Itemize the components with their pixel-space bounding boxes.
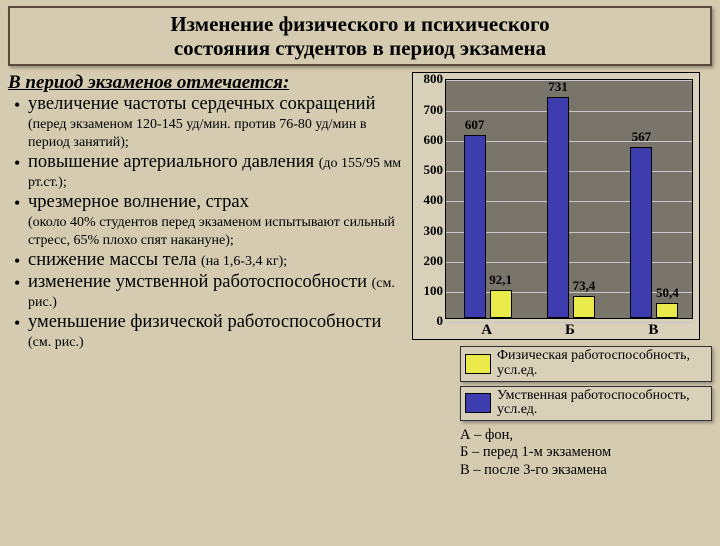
y-tick-label: 0 xyxy=(413,313,443,329)
left-column: В период экзаменов отмечается: увеличени… xyxy=(8,72,406,479)
right-column: 60792,173173,456750,4 010020030040050060… xyxy=(412,72,712,479)
bar-physical xyxy=(656,303,678,318)
bar-value-label: 607 xyxy=(465,117,485,133)
y-tick-label: 300 xyxy=(413,223,443,239)
bar-chart: 60792,173173,456750,4 010020030040050060… xyxy=(412,72,700,340)
swatch-yellow xyxy=(465,354,491,374)
category-key: А – фон, Б – перед 1-м экзаменом В – пос… xyxy=(412,427,712,479)
bar-physical xyxy=(573,296,595,318)
bar-value-label: 50,4 xyxy=(656,285,679,301)
legend-item-physical: Физическая работоспособность, усл.ед. xyxy=(460,346,712,381)
y-tick-label: 500 xyxy=(413,162,443,178)
list-item: увеличение частоты сердечных сокращений … xyxy=(14,95,406,151)
bar-value-label: 567 xyxy=(632,129,652,145)
bar-value-label: 73,4 xyxy=(573,278,596,294)
y-tick-label: 700 xyxy=(413,102,443,118)
title-line-1: Изменение физического и психического xyxy=(16,12,704,36)
title-box: Изменение физического и психического сос… xyxy=(8,6,712,66)
swatch-blue xyxy=(465,393,491,413)
key-line: А – фон, xyxy=(460,427,712,444)
x-category-label: А xyxy=(481,322,492,339)
bullet-main: изменение умственной работоспособности xyxy=(28,272,372,292)
list-item: чрезмерное волнение, страх (около 40% ст… xyxy=(14,193,406,249)
bullet-main: увеличение частоты сердечных сокращений xyxy=(28,94,375,114)
list-item: снижение массы тела (на 1,6-3,4 кг); xyxy=(14,251,406,271)
y-tick-label: 200 xyxy=(413,253,443,269)
legend-item-mental: Умственная работоспособность, усл.ед. xyxy=(460,386,712,421)
y-tick-label: 600 xyxy=(413,132,443,148)
bullet-sub: (см. рис.) xyxy=(28,335,84,350)
bar-mental xyxy=(464,135,486,319)
key-line: Б – перед 1-м экзаменом xyxy=(460,444,712,461)
bullet-main: уменьшение физической работоспособности xyxy=(28,312,381,332)
bullet-main: снижение массы тела xyxy=(28,250,201,270)
y-tick-label: 100 xyxy=(413,283,443,299)
bullet-list: увеличение частоты сердечных сокращений … xyxy=(8,95,406,351)
key-line: В – после 3-го экзамена xyxy=(460,462,712,479)
plot-area: 607 92,1 731 73,4 567 50,4 xyxy=(445,79,693,319)
list-item: повышение артериального давления (до 155… xyxy=(14,153,406,191)
legend-text: Умственная работоспособность, усл.ед. xyxy=(497,389,707,418)
bullet-main: чрезмерное волнение, страх xyxy=(28,192,249,212)
bar-value-label: 92,1 xyxy=(489,272,512,288)
bar-physical xyxy=(490,290,512,318)
y-tick-label: 400 xyxy=(413,192,443,208)
title-line-2: состояния студентов в период экзамена xyxy=(16,36,704,60)
bullet-main: повышение артериального давления xyxy=(28,152,319,172)
bar-mental xyxy=(547,97,569,318)
x-category-label: В xyxy=(648,322,658,339)
bar-value-label: 731 xyxy=(548,79,568,95)
content-row: В период экзаменов отмечается: увеличени… xyxy=(0,70,720,483)
bullet-sub: (перед экзаменом 120-145 уд/мин. против … xyxy=(28,117,366,150)
x-category-label: Б xyxy=(565,322,575,339)
list-item: уменьшение физической работоспособности … xyxy=(14,313,406,351)
bar-mental xyxy=(630,147,652,319)
legend-text: Физическая работоспособность, усл.ед. xyxy=(497,349,707,378)
list-item: изменение умственной работоспособности (… xyxy=(14,273,406,311)
bullet-sub: (на 1,6-3,4 кг); xyxy=(201,254,287,269)
subheading: В период экзаменов отмечается: xyxy=(8,72,406,94)
bullet-sub: (около 40% студентов перед экзаменом исп… xyxy=(28,215,395,248)
y-tick-label: 800 xyxy=(413,71,443,87)
legend: Физическая работоспособность, усл.ед. Ум… xyxy=(412,346,712,421)
